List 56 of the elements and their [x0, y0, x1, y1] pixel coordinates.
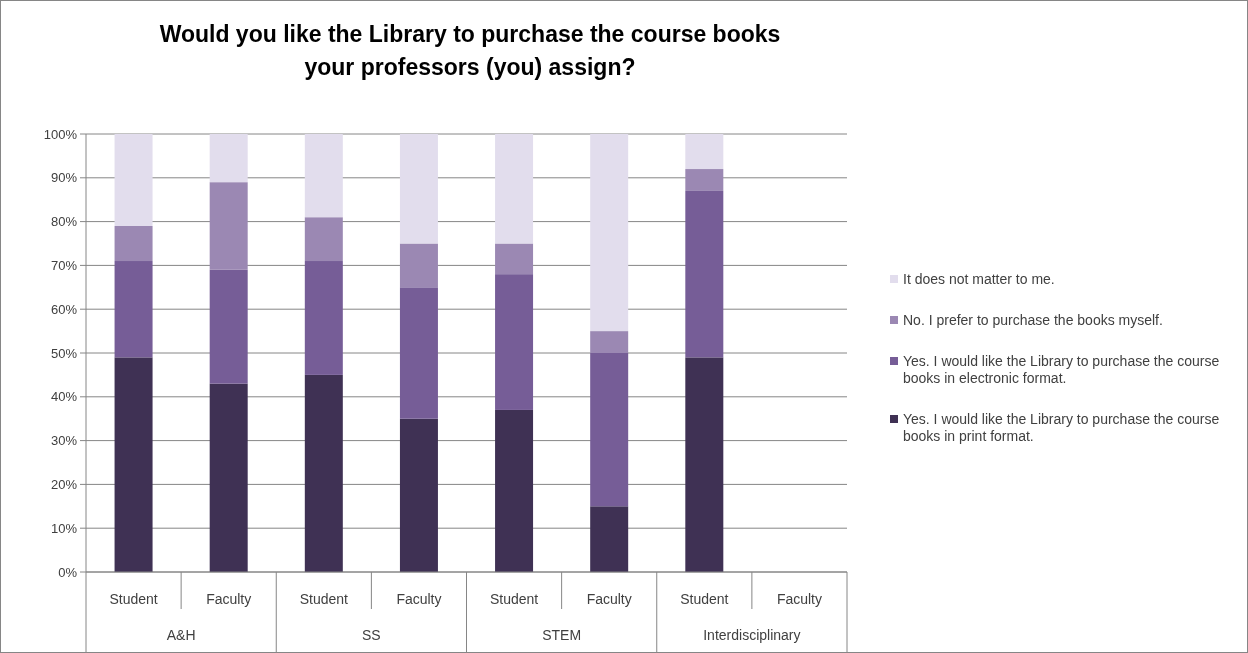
x-tick-label: Student — [680, 591, 729, 607]
bar — [399, 134, 438, 244]
y-tick-label: 80% — [50, 214, 78, 230]
bar — [495, 409, 534, 572]
chart-title: Would you like the Library to purchase the course books your professors (you) assign? — [159, 21, 781, 80]
bar — [590, 331, 629, 353]
y-tick-label: 10% — [50, 520, 78, 536]
bar — [114, 134, 153, 226]
x-tick-label: Student — [489, 591, 539, 607]
y-tick-label: 100% — [43, 126, 78, 142]
bar — [304, 217, 343, 262]
bar — [304, 374, 343, 572]
bar — [590, 134, 629, 332]
bar — [399, 418, 438, 572]
bar — [495, 243, 534, 275]
bar — [114, 357, 153, 572]
x-tick-label: Student — [109, 591, 158, 607]
bar — [685, 357, 724, 572]
x-tick-label: Faculty — [206, 591, 252, 607]
y-tick-label: 0% — [58, 564, 78, 580]
text: A&H — [166, 627, 196, 643]
legend-label: Yes. I would like the Library to purchase the course books in electronic format. — [903, 353, 1220, 386]
y-tick-label: 50% — [50, 345, 78, 361]
bar — [495, 134, 534, 244]
bar — [114, 225, 153, 262]
legend-label: No. I prefer to purchase the books myself. — [903, 312, 1163, 328]
y-tick-label: 70% — [50, 257, 78, 273]
bar — [114, 261, 153, 358]
bar — [209, 134, 248, 183]
text: STEM — [542, 627, 582, 643]
y-tick-label: 40% — [50, 389, 78, 405]
y-tick-label: 20% — [50, 476, 78, 492]
x-tick-label: Faculty — [396, 591, 442, 607]
text: Interdisciplinary — [703, 627, 801, 643]
bar — [209, 269, 248, 384]
bar — [304, 134, 343, 218]
y-tick-label: 60% — [50, 301, 78, 317]
bar — [209, 182, 248, 270]
legend-label: Yes. I would like the Library to purchase the course books in print format. — [903, 411, 1220, 444]
bar — [304, 261, 343, 375]
x-tick-label: Faculty — [586, 591, 632, 607]
bar — [399, 243, 438, 288]
x-tick-label: Student — [299, 591, 349, 607]
bar — [685, 190, 724, 358]
legend-label: It does not matter to me. — [903, 271, 1055, 287]
x-tick-label: Faculty — [776, 591, 822, 607]
text: SS — [362, 627, 381, 643]
y-tick-label: 30% — [50, 433, 78, 449]
bar — [685, 134, 724, 170]
bar — [590, 353, 629, 507]
bar — [590, 506, 629, 572]
bar — [399, 287, 438, 419]
y-tick-label: 90% — [50, 170, 78, 186]
bar — [209, 383, 248, 572]
bar — [495, 274, 534, 410]
bar — [685, 169, 724, 191]
